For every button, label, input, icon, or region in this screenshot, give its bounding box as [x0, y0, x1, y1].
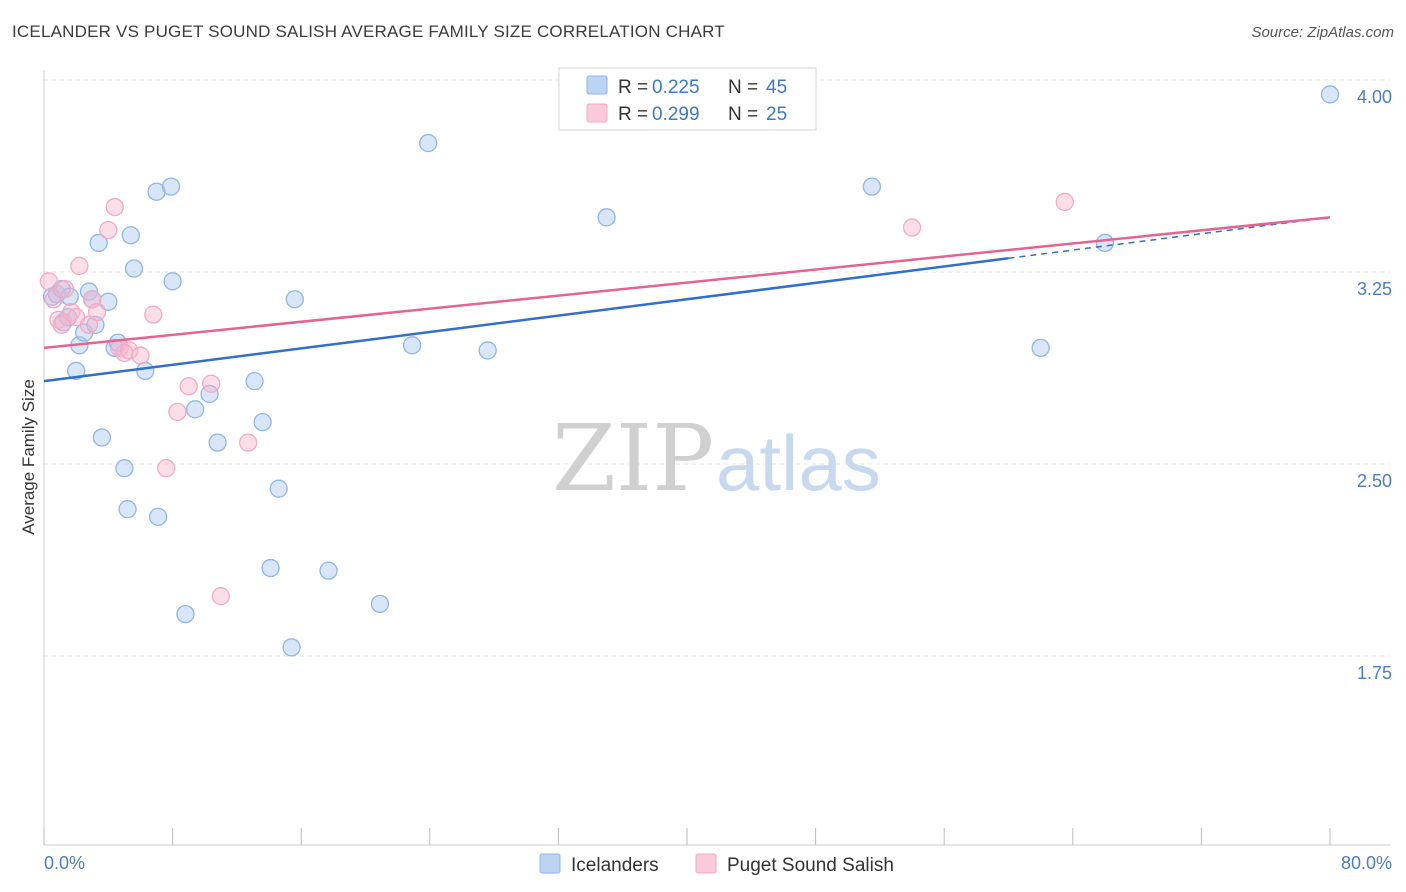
- icelander-point-19: [121, 226, 140, 245]
- legend-n-label-1: N =: [728, 77, 758, 98]
- legend-n-value-1: 45: [766, 77, 787, 98]
- icelander-point-13: [92, 428, 112, 447]
- icelander-point-42: [862, 177, 882, 196]
- bottom-legend-swatch-icelanders: [539, 853, 561, 874]
- source-label: Source: ZipAtlas.com: [1251, 24, 1394, 41]
- icelander-point-44: [1095, 233, 1115, 253]
- legend-n-value-2: 25: [766, 104, 787, 125]
- y-axis-label: Average Family Size: [19, 379, 38, 535]
- y-tick-label-3: 1.75: [1357, 663, 1392, 683]
- y-tick-label-0: 4.00: [1357, 87, 1392, 107]
- salish-point-22: [239, 433, 258, 452]
- icelander-point-17: [115, 459, 134, 478]
- icelander-point-34: [282, 638, 301, 657]
- y-tick-labels: 4.00 3.25 2.50 1.75: [1357, 87, 1392, 683]
- salish-point-12: [105, 197, 124, 217]
- legend-swatch-salish: [586, 103, 608, 123]
- icelander-point-45: [1320, 85, 1340, 104]
- icelander-point-21: [136, 361, 155, 381]
- legend-r-label-1: R =: [618, 77, 648, 98]
- x-tick-label-max: 80.0%: [1341, 853, 1392, 873]
- icelander-point-15: [105, 338, 124, 358]
- salish-point-7: [70, 256, 89, 276]
- gridlines: [44, 79, 1390, 657]
- icelander-point-30: [245, 372, 264, 391]
- icelander-point-27: [185, 400, 205, 419]
- icelander-point-31: [253, 412, 272, 432]
- icelander-point-43: [1031, 338, 1050, 358]
- icelander-point-12: [89, 233, 108, 253]
- y-tick-label-1: 3.25: [1357, 279, 1392, 299]
- salish-point-15: [120, 341, 139, 360]
- salish-point-24: [902, 218, 922, 237]
- legend-r-value-1: 0.225: [652, 77, 700, 98]
- salish-point-21: [202, 374, 221, 393]
- salish-point-20: [179, 377, 198, 396]
- series-puget-sound-salish: [39, 192, 1074, 606]
- legend-n-label-2: N =: [728, 104, 758, 125]
- salish-point-23: [211, 587, 230, 606]
- icelander-point-40: [478, 341, 497, 360]
- icelander-point-41: [597, 208, 616, 227]
- salish-point-17: [144, 305, 163, 324]
- bottom-legend-salish: Puget Sound Salish: [727, 855, 894, 876]
- icelander-point-39: [419, 133, 438, 153]
- icelander-point-24: [161, 177, 181, 196]
- salish-point-11: [99, 220, 118, 240]
- bottom-legend-icelanders: Icelanders: [571, 855, 659, 876]
- salish-point-0: [39, 272, 58, 291]
- salish-point-16: [131, 346, 150, 365]
- trendline-icelanders: [43, 257, 1009, 383]
- x-tick-label-min: 0.0%: [44, 853, 85, 873]
- bottom-legend: Icelanders Puget Sound Salish: [539, 853, 894, 876]
- icelander-point-36: [319, 561, 338, 580]
- icelander-point-35: [285, 290, 304, 309]
- legend-r-label-2: R =: [618, 104, 648, 125]
- axes: [43, 70, 1390, 846]
- salish-point-3: [52, 315, 71, 334]
- salish-point-10: [87, 302, 107, 322]
- watermark: ZIP atlas: [552, 405, 881, 512]
- watermark-zip: ZIP: [552, 405, 714, 512]
- icelander-point-32: [261, 558, 280, 578]
- legend-box: R = 0.225 N = 45 R = 0.299 N = 25: [558, 67, 817, 131]
- legend-r-value-2: 0.299: [652, 104, 700, 125]
- chart-title: ICELANDER VS PUGET SOUND SALISH AVERAGE …: [12, 22, 725, 41]
- salish-point-19: [168, 402, 187, 422]
- icelander-point-38: [402, 336, 422, 355]
- x-ticks: [43, 828, 1331, 845]
- series-icelanders: [42, 85, 1340, 657]
- icelander-point-20: [124, 259, 144, 278]
- icelander-point-29: [208, 433, 227, 452]
- y-tick-label-2: 2.50: [1357, 471, 1392, 491]
- icelander-point-37: [370, 594, 390, 614]
- icelander-point-6: [67, 361, 86, 381]
- salish-point-4: [55, 279, 75, 299]
- salish-point-25: [1055, 192, 1074, 212]
- icelander-point-33: [269, 479, 288, 498]
- icelander-point-25: [163, 272, 182, 291]
- salish-point-1: [44, 290, 63, 309]
- icelander-point-18: [118, 500, 137, 519]
- salish-point-18: [157, 459, 176, 478]
- trendline-salish: [43, 216, 1331, 350]
- legend-swatch-icelanders: [586, 75, 608, 95]
- watermark-atlas: atlas: [716, 419, 881, 507]
- bottom-legend-swatch-salish: [695, 853, 717, 874]
- trendlines: [43, 216, 1331, 383]
- icelander-point-26: [176, 604, 195, 624]
- icelander-point-23: [148, 507, 168, 526]
